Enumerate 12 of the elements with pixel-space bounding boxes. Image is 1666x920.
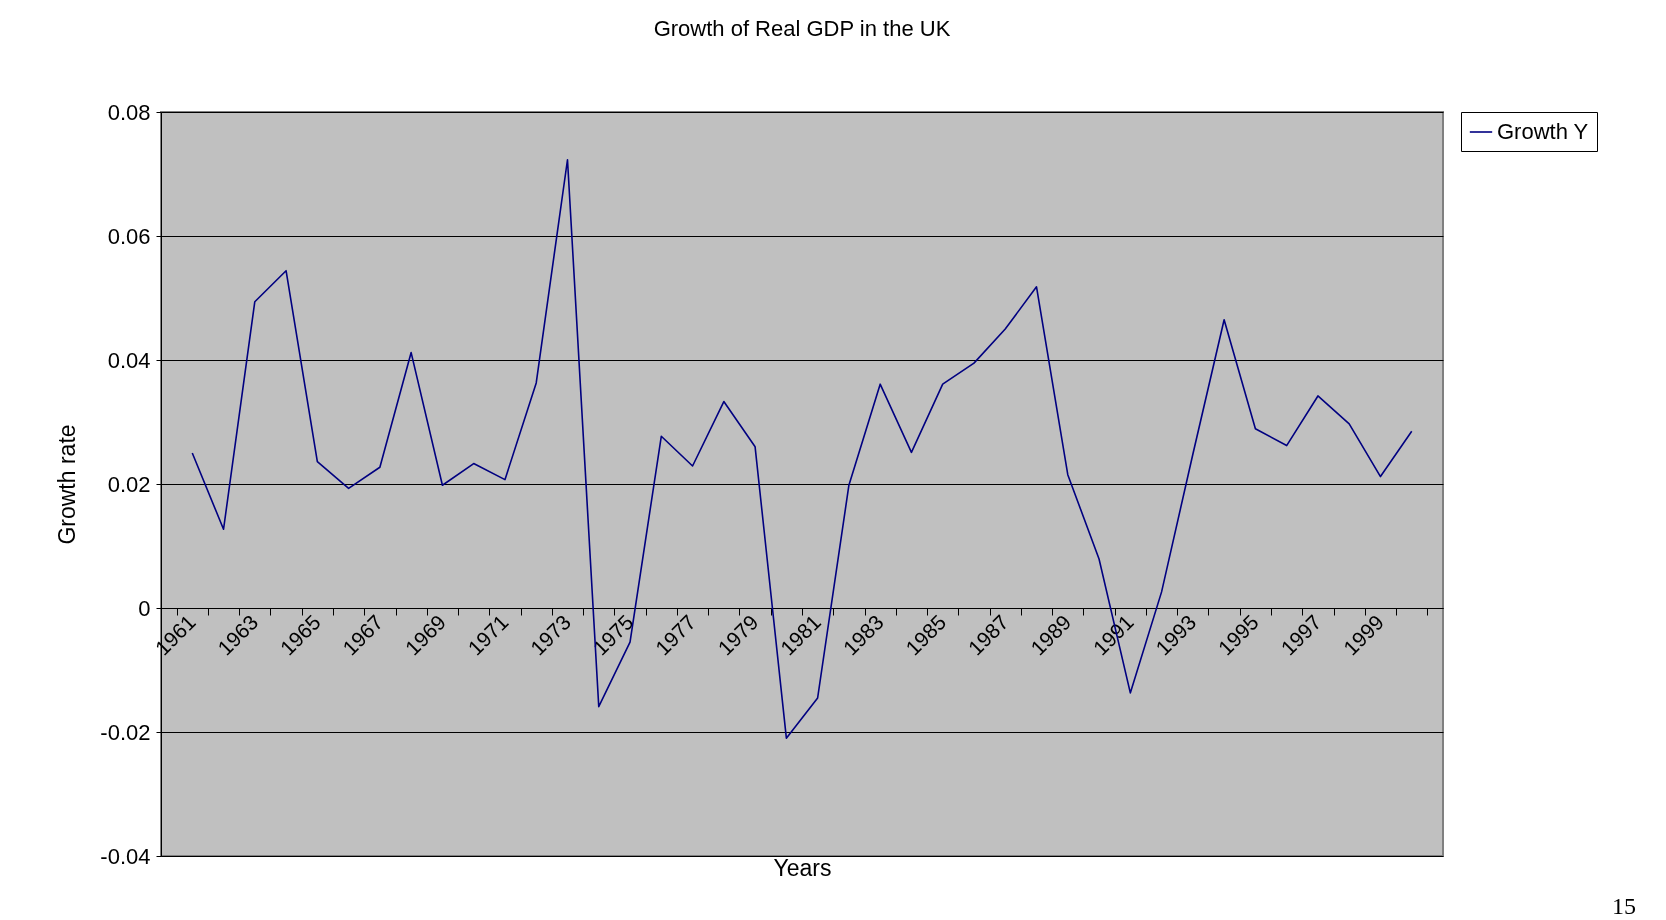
text: 15 xyxy=(1612,893,1636,920)
y-tick-label: 0.08 xyxy=(107,99,151,125)
x-axis-title: Years xyxy=(773,854,832,881)
y-tick-label: 0 xyxy=(138,595,151,621)
y-tick-label: -0.02 xyxy=(100,719,151,745)
y-tick-label: 0.04 xyxy=(107,347,151,373)
y-tick-label: -0.04 xyxy=(100,843,151,869)
y-tick-label: 0.02 xyxy=(107,471,151,497)
legend-label: Growth Y xyxy=(1497,119,1589,144)
y-tick-label: 0.06 xyxy=(107,223,151,249)
y-axis-title: Growth rate xyxy=(54,424,81,545)
chart-title: Growth of Real GDP in the UK xyxy=(653,16,951,41)
